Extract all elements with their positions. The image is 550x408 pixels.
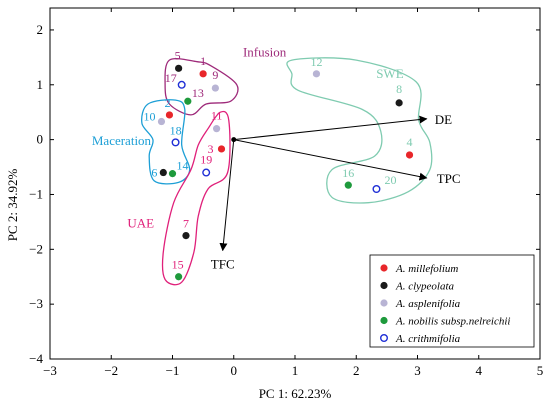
- vector-label-tfc: TFC: [211, 256, 235, 271]
- x-tick-label: 1: [292, 363, 299, 378]
- y-tick-label: 2: [37, 22, 44, 37]
- legend-marker: [380, 334, 389, 343]
- legend-box: [369, 254, 535, 348]
- y-tick-label: −4: [29, 351, 43, 366]
- y-tick-label: −3: [29, 296, 43, 311]
- y-tick-label: 1: [37, 77, 44, 92]
- group-label-swe: SWE: [376, 66, 404, 81]
- x-tick-label: 3: [414, 363, 421, 378]
- point-label: 1: [200, 54, 206, 68]
- group-outlines: [141, 57, 433, 286]
- data-point: [171, 138, 180, 147]
- point-label: 10: [143, 110, 155, 124]
- legend-marker: [380, 299, 388, 307]
- data-point: [211, 84, 219, 92]
- x-axis-label: PC 1: 62.23%: [259, 386, 332, 401]
- legend-marker: [380, 316, 388, 325]
- x-tick-label: 4: [476, 363, 483, 378]
- point-label: 3: [208, 142, 214, 156]
- y-tick-label: −1: [29, 186, 43, 201]
- group-label-uae: UAE: [127, 215, 154, 230]
- y-tick-label: 0: [37, 132, 44, 147]
- legend-entry-label: A. asplenifolia: [395, 298, 461, 310]
- point-label: 9: [212, 68, 218, 82]
- y-tick-label: −2: [29, 241, 43, 256]
- x-tick-label: 5: [537, 363, 544, 378]
- legend-marker: [380, 264, 388, 272]
- point-label: 2: [164, 96, 170, 110]
- point-label: 14: [177, 159, 189, 173]
- axes: [49, 7, 541, 360]
- point-label: 8: [396, 82, 402, 96]
- vector-label-de: DE: [435, 112, 452, 127]
- data-point: [177, 80, 186, 89]
- point-label: 15: [172, 258, 184, 272]
- x-tick-label: −1: [166, 363, 180, 378]
- data-point: [165, 111, 174, 119]
- data-point: [202, 168, 211, 177]
- vector-arrow-de: [233, 115, 428, 141]
- data-point: [175, 64, 183, 72]
- group-labels: Infusion SWE Maceration UAE: [92, 44, 404, 230]
- group-outline-uae: [161, 110, 231, 286]
- point-label: 12: [310, 55, 322, 69]
- point-label: 20: [384, 173, 396, 187]
- legend: A. millefolium A. clypeolata A. asplenifol…: [369, 254, 535, 348]
- point-label: 7: [183, 217, 189, 231]
- data-point: [182, 232, 190, 240]
- data-point: [168, 170, 177, 178]
- vector-label-tpc: TPC: [437, 171, 461, 186]
- data-point: [344, 181, 352, 189]
- x-tick-label: 0: [231, 363, 238, 378]
- data-point: [157, 117, 166, 126]
- legend-entry-label: A. clypeolata: [395, 281, 455, 293]
- point-label: 18: [170, 123, 182, 137]
- point-label: 11: [211, 109, 223, 123]
- legend-entry-label: A. nobilis subsp.nelreichii: [395, 316, 510, 328]
- legend-entry-label: A. crithmifolia: [395, 333, 461, 345]
- x-tick-label: 2: [353, 363, 360, 378]
- data-point: [213, 125, 221, 133]
- data-point: [372, 184, 381, 193]
- legend-marker: [380, 281, 388, 290]
- point-label: 6: [151, 166, 157, 180]
- data-point: [312, 70, 321, 78]
- data-point: [217, 145, 226, 153]
- group-outline-infusion: [164, 57, 239, 116]
- x-tick-label: −2: [104, 363, 118, 378]
- point-label: 5: [175, 48, 181, 62]
- group-label-infusion: Infusion: [243, 44, 287, 59]
- group-outline-swe: [286, 57, 433, 204]
- data-point: [175, 273, 183, 281]
- x-tick-label: −3: [43, 363, 57, 378]
- legend-entry-label: A. millefolium: [395, 263, 458, 275]
- loading-vectors: DE TPC TFC: [211, 112, 461, 272]
- point-label: 13: [192, 86, 204, 100]
- vector-arrow-tfc: [219, 139, 235, 252]
- data-point: [199, 70, 207, 78]
- y-axis-label: PC 2: 34.92%: [5, 169, 20, 242]
- point-label: 17: [165, 71, 177, 85]
- point-label: 16: [342, 166, 354, 180]
- data-point: [395, 99, 403, 107]
- data-point: [405, 151, 414, 159]
- vector-arrow-tpc: [233, 139, 428, 181]
- group-outline-maceration: [141, 99, 191, 185]
- data-point: [184, 97, 192, 105]
- point-label: 4: [407, 135, 413, 149]
- group-label-maceration: Maceration: [92, 133, 152, 148]
- point-label: 19: [200, 153, 212, 167]
- data-point: [159, 168, 167, 177]
